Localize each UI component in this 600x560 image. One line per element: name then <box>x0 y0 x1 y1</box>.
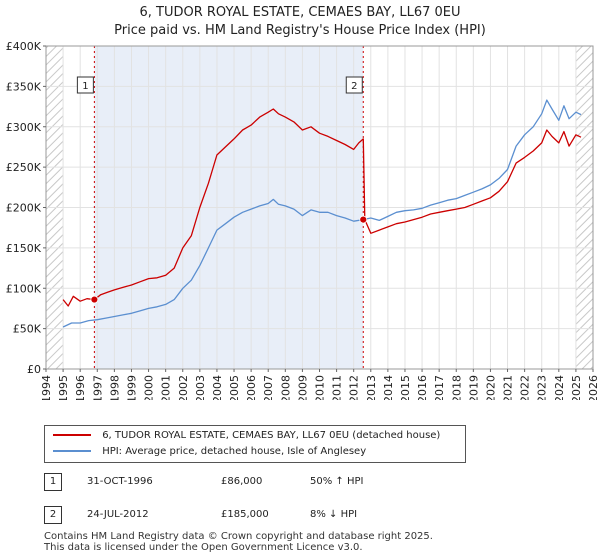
y-tick-label: £300K <box>6 121 42 134</box>
x-tick-label: 2006 <box>245 375 258 400</box>
legend-swatch-property <box>53 434 91 436</box>
x-tick-label: 2003 <box>194 375 207 400</box>
legend-swatch-hpi <box>53 450 91 452</box>
legend-label-hpi: HPI: Average price, detached house, Isle… <box>102 446 367 457</box>
x-tick-label: 1995 <box>57 375 70 400</box>
x-tick-label: 2002 <box>177 375 190 400</box>
y-tick-label: £200K <box>6 202 42 215</box>
transaction-row: 1 31-OCT-1996 £86,000 50% ↑ HPI <box>44 473 584 491</box>
transaction-date: 24-JUL-2012 <box>87 509 149 520</box>
y-tick-label: £400K <box>6 40 42 53</box>
x-tick-label: 2009 <box>296 375 309 400</box>
chart-title: 6, TUDOR ROYAL ESTATE, CEMAES BAY, LL67 … <box>0 4 600 40</box>
x-tick-label: 2018 <box>450 375 463 400</box>
sale-point-marker <box>90 295 99 304</box>
x-tick-label: 2022 <box>519 375 532 400</box>
x-tick-label: 2015 <box>399 375 412 400</box>
chart-title-line1: 6, TUDOR ROYAL ESTATE, CEMAES BAY, LL67 … <box>139 5 461 20</box>
x-tick-label: 2021 <box>502 375 515 400</box>
transaction-number: 2 <box>44 506 62 524</box>
x-tick-label: 2011 <box>331 375 344 400</box>
x-tick-label: 2017 <box>433 375 446 400</box>
footer-copyright: Contains HM Land Registry data © Crown c… <box>44 531 433 542</box>
y-tick-label: £0 <box>27 363 41 376</box>
x-tick-label: 1998 <box>108 375 121 400</box>
sale-point-marker <box>359 215 368 224</box>
sale-label-box <box>76 76 94 94</box>
x-tick-label: 1999 <box>125 375 138 400</box>
x-tick-label: 2008 <box>279 375 292 400</box>
transaction-number: 1 <box>44 473 62 491</box>
y-tick-label: £50K <box>13 323 42 336</box>
x-tick-label: 2001 <box>160 375 173 400</box>
footer: Contains HM Land Registry data © Crown c… <box>44 531 433 553</box>
price-chart: 1 2 £0 £50K £100K £150K £200K £250K £300K £350K £… <box>6 40 600 400</box>
legend-item-hpi: HPI: Average price, detached house, Isle… <box>53 444 366 460</box>
legend-label-property: 6, TUDOR ROYAL ESTATE, CEMAES BAY, LL67 … <box>102 430 441 441</box>
x-tick-label: 2016 <box>416 375 429 400</box>
sale-label-text: 2 <box>351 81 357 92</box>
y-tick-label: £250K <box>6 161 42 174</box>
x-tick-label: 2025 <box>570 375 583 400</box>
transaction-price: £86,000 <box>221 476 263 487</box>
x-tick-label: 2020 <box>484 375 497 400</box>
legend: 6, TUDOR ROYAL ESTATE, CEMAES BAY, LL67 … <box>44 425 466 463</box>
chart-title-line2: Price paid vs. HM Land Registry's House … <box>114 23 486 38</box>
y-tick-label: £150K <box>6 242 42 255</box>
y-tick-label: £350K <box>6 80 42 93</box>
x-tick-label: 2013 <box>365 375 378 400</box>
transaction-date: 31-OCT-1996 <box>87 476 153 487</box>
x-tick-label: 1994 <box>40 375 53 400</box>
x-tick-label: 2012 <box>348 375 361 400</box>
x-tick-label: 2019 <box>467 375 480 400</box>
transaction-hpi-diff: 8% ↓ HPI <box>310 509 358 520</box>
transaction-row: 2 24-JUL-2012 £185,000 8% ↓ HPI <box>44 506 584 524</box>
transaction-price: £185,000 <box>221 509 269 520</box>
sale-label-box <box>345 76 363 94</box>
y-tick-label: £100K <box>6 282 42 295</box>
x-tick-label: 2026 <box>587 375 600 400</box>
x-tick-label: 2014 <box>382 375 395 400</box>
transaction-hpi-diff: 50% ↑ HPI <box>310 476 364 487</box>
footer-licence: This data is licensed under the Open Gov… <box>44 542 363 553</box>
x-tick-label: 1996 <box>74 375 87 400</box>
x-tick-label: 2005 <box>228 375 241 400</box>
x-tick-label: 2024 <box>553 375 566 400</box>
legend-item-property: 6, TUDOR ROYAL ESTATE, CEMAES BAY, LL67 … <box>53 428 440 444</box>
x-tick-label: 2004 <box>211 375 224 400</box>
sale-label-text: 1 <box>82 81 88 92</box>
x-tick-label: 1997 <box>91 375 104 400</box>
x-tick-label: 2007 <box>262 375 275 400</box>
x-tick-label: 2010 <box>314 375 327 400</box>
x-tick-label: 2023 <box>536 375 549 400</box>
hpi-line <box>62 99 582 328</box>
property-price-line <box>62 108 582 307</box>
x-tick-label: 2000 <box>143 375 156 400</box>
